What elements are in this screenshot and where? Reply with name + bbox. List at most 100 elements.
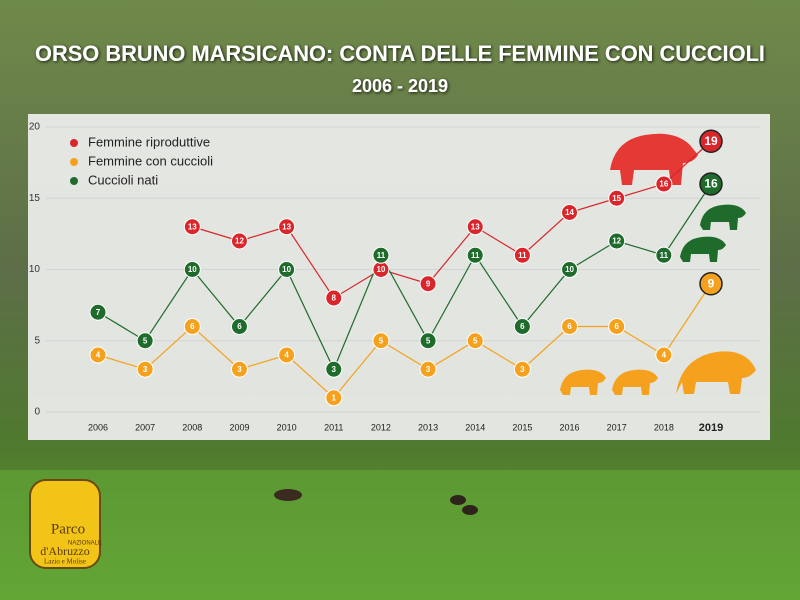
bear-photo	[450, 495, 466, 505]
data-point	[230, 360, 248, 378]
data-label: 6	[567, 322, 572, 331]
data-label: 9	[426, 279, 431, 288]
data-label: 5	[426, 336, 431, 345]
data-label: 9	[708, 276, 715, 290]
bear-icon	[560, 369, 606, 395]
data-point	[325, 389, 343, 407]
data-label: 19	[704, 134, 718, 148]
data-label: 16	[659, 180, 668, 189]
data-point	[655, 346, 673, 364]
data-label: 12	[612, 237, 621, 246]
data-label: 3	[520, 365, 525, 374]
data-point	[372, 246, 390, 264]
data-label: 11	[377, 251, 386, 260]
data-label: 11	[471, 251, 480, 260]
data-label: 6	[237, 322, 242, 331]
data-point	[699, 172, 723, 196]
data-point	[608, 189, 626, 207]
data-point	[419, 332, 437, 350]
bear-icon	[612, 369, 658, 395]
x-tick-label: 2016	[560, 422, 580, 432]
y-tick-label: 20	[29, 122, 41, 133]
logo-text: NAZIONALE	[68, 541, 102, 547]
data-point	[183, 261, 201, 278]
data-point	[655, 246, 673, 264]
data-point	[561, 204, 579, 221]
data-point	[466, 246, 484, 264]
x-tick-label: 2014	[465, 422, 485, 432]
data-label: 6	[190, 322, 195, 331]
data-point	[608, 232, 626, 250]
series-line	[97, 183, 712, 371]
bear-icon	[700, 204, 746, 230]
data-label: 3	[332, 365, 337, 374]
x-tick-label: 2015	[512, 422, 532, 432]
legend-label: Femmine con cuccioli	[88, 153, 213, 168]
data-point	[699, 272, 723, 296]
bear-icons	[560, 133, 756, 395]
data-point	[136, 360, 154, 378]
data-point	[655, 175, 673, 193]
data-label: 13	[471, 222, 480, 231]
x-tick-label: 2017	[607, 422, 627, 432]
data-label: 11	[518, 251, 527, 260]
legend-label: Cuccioli nati	[88, 172, 158, 187]
y-tick-label: 0	[34, 407, 40, 418]
data-point	[278, 261, 296, 278]
bear-photo	[274, 489, 302, 501]
x-tick-label: 2011	[324, 422, 343, 432]
logo-badge	[29, 479, 101, 569]
data-label: 3	[237, 365, 242, 374]
data-label: 10	[188, 265, 197, 274]
data-label: 4	[96, 351, 101, 360]
x-tick-label: 2012	[371, 422, 391, 432]
data-point	[608, 318, 626, 335]
data-point	[699, 129, 723, 153]
data-label: 10	[376, 265, 385, 274]
data-label: 10	[565, 265, 574, 274]
data-label: 3	[426, 365, 431, 374]
x-tick-label: 2010	[277, 422, 297, 432]
data-point	[230, 232, 248, 250]
data-label: 13	[188, 222, 197, 231]
data-label: 16	[704, 177, 718, 191]
data-label: 15	[612, 194, 621, 203]
data-label: 6	[520, 322, 525, 331]
data-label: 7	[96, 308, 101, 317]
data-label: 10	[282, 265, 291, 274]
data-label: 13	[282, 222, 291, 231]
data-point	[325, 289, 343, 307]
data-label: 3	[143, 365, 148, 374]
y-tick-label: 5	[34, 335, 40, 346]
data-point	[183, 218, 201, 236]
y-tick-label: 15	[29, 193, 41, 204]
bear-photo	[462, 505, 478, 515]
logo-text: Parco	[51, 521, 85, 537]
data-point	[466, 218, 484, 236]
x-tick-label: 2018	[654, 422, 674, 432]
data-label: 4	[662, 351, 667, 360]
logo-text: Lazio e Molise	[44, 558, 86, 566]
data-label: 8	[332, 294, 337, 303]
data-point	[183, 318, 201, 335]
data-label: 5	[379, 336, 384, 345]
data-label: 14	[565, 208, 574, 217]
data-label: 11	[660, 251, 669, 260]
data-point	[513, 246, 531, 264]
legend-marker	[70, 177, 78, 185]
chart-title: ORSO BRUNO MARSICANO: CONTA DELLE FEMMIN…	[35, 41, 765, 66]
x-tick-label: 2007	[135, 422, 155, 432]
data-point	[278, 218, 296, 236]
y-tick-label: 10	[29, 264, 41, 275]
x-tick-label: 2008	[182, 422, 202, 432]
data-point	[561, 318, 579, 335]
x-tick-label: 2006	[88, 422, 108, 432]
data-label: 6	[614, 322, 619, 331]
data-point	[419, 360, 437, 378]
data-point	[89, 346, 107, 364]
logo-text: d'Abruzzo	[40, 544, 89, 558]
data-point	[419, 275, 437, 293]
data-label: 1	[332, 393, 337, 402]
chart-subtitle: 2006 - 2019	[352, 76, 448, 96]
